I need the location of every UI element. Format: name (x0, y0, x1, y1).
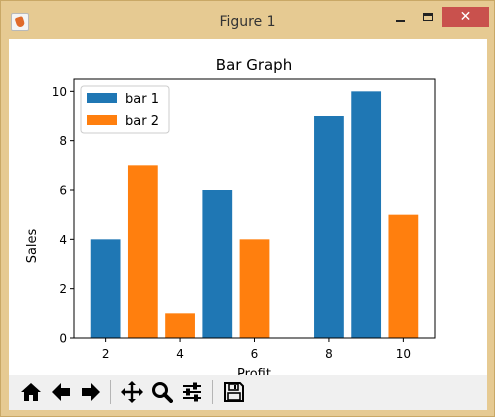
x-tick-label: 2 (102, 347, 110, 361)
maximize-button[interactable] (414, 7, 442, 27)
bar-1-x9 (351, 91, 382, 338)
legend-label-2: bar 2 (125, 114, 159, 129)
forward-button[interactable] (77, 378, 105, 406)
x-tick-label: 4 (176, 347, 184, 361)
y-tick-label: 0 (59, 332, 67, 346)
maximize-icon (423, 13, 433, 21)
title-bar[interactable]: Figure 1 ✕ (1, 1, 494, 39)
toolbar-separator (110, 380, 111, 404)
minimize-icon (395, 20, 405, 22)
matplotlib-figure-icon (11, 13, 29, 31)
bar-2-x4 (165, 313, 195, 338)
arrow-right-icon (82, 383, 100, 401)
home-button[interactable] (17, 378, 45, 406)
arrow-left-icon (52, 383, 70, 401)
navigation-toolbar (9, 375, 487, 410)
x-axis-label: Profit (237, 367, 271, 375)
y-axis-label: Sales (25, 228, 40, 263)
legend-swatch-2 (87, 115, 117, 125)
magnifier-icon (152, 382, 173, 403)
toolbar-separator (212, 380, 213, 404)
pan-button[interactable] (118, 378, 146, 406)
chart-title: Bar Graph (216, 56, 292, 74)
legend-label-1: bar 1 (125, 92, 159, 107)
back-button[interactable] (47, 378, 75, 406)
figure-canvas-area: 2 4 6 8 10 0 2 4 6 8 10 Bar Graph Profit Sales bar… (9, 39, 487, 410)
bar-1-x2 (90, 239, 121, 338)
bar-2-x6 (239, 239, 270, 338)
save-button[interactable] (220, 378, 248, 406)
minimize-button[interactable] (386, 7, 414, 27)
x-tick-label: 8 (325, 347, 333, 361)
configure-subplots-button[interactable] (178, 378, 206, 406)
bar-1-x5 (202, 190, 233, 338)
y-tick-label: 8 (59, 134, 67, 148)
y-tick-label: 6 (59, 184, 67, 198)
x-tick-label: 10 (396, 347, 411, 361)
x-tick-label: 6 (251, 347, 259, 361)
sliders-icon (183, 382, 201, 402)
y-tick-label: 2 (59, 282, 67, 296)
legend-swatch-1 (87, 93, 117, 103)
bar-chart[interactable]: 2 4 6 8 10 0 2 4 6 8 10 Bar Graph Profit Sales bar… (9, 39, 487, 382)
bar-1-x8 (314, 116, 344, 338)
y-tick-label: 4 (59, 233, 67, 247)
bar-2-x10 (388, 214, 419, 338)
bar-2-x3 (127, 165, 158, 338)
close-icon: ✕ (459, 9, 472, 25)
home-icon (21, 383, 41, 401)
floppy-icon (224, 382, 244, 402)
legend: bar 1 bar 2 (80, 85, 170, 134)
close-button[interactable]: ✕ (442, 7, 489, 27)
zoom-button[interactable] (148, 378, 176, 406)
y-tick-label: 10 (52, 85, 67, 99)
move-icon (121, 381, 143, 403)
